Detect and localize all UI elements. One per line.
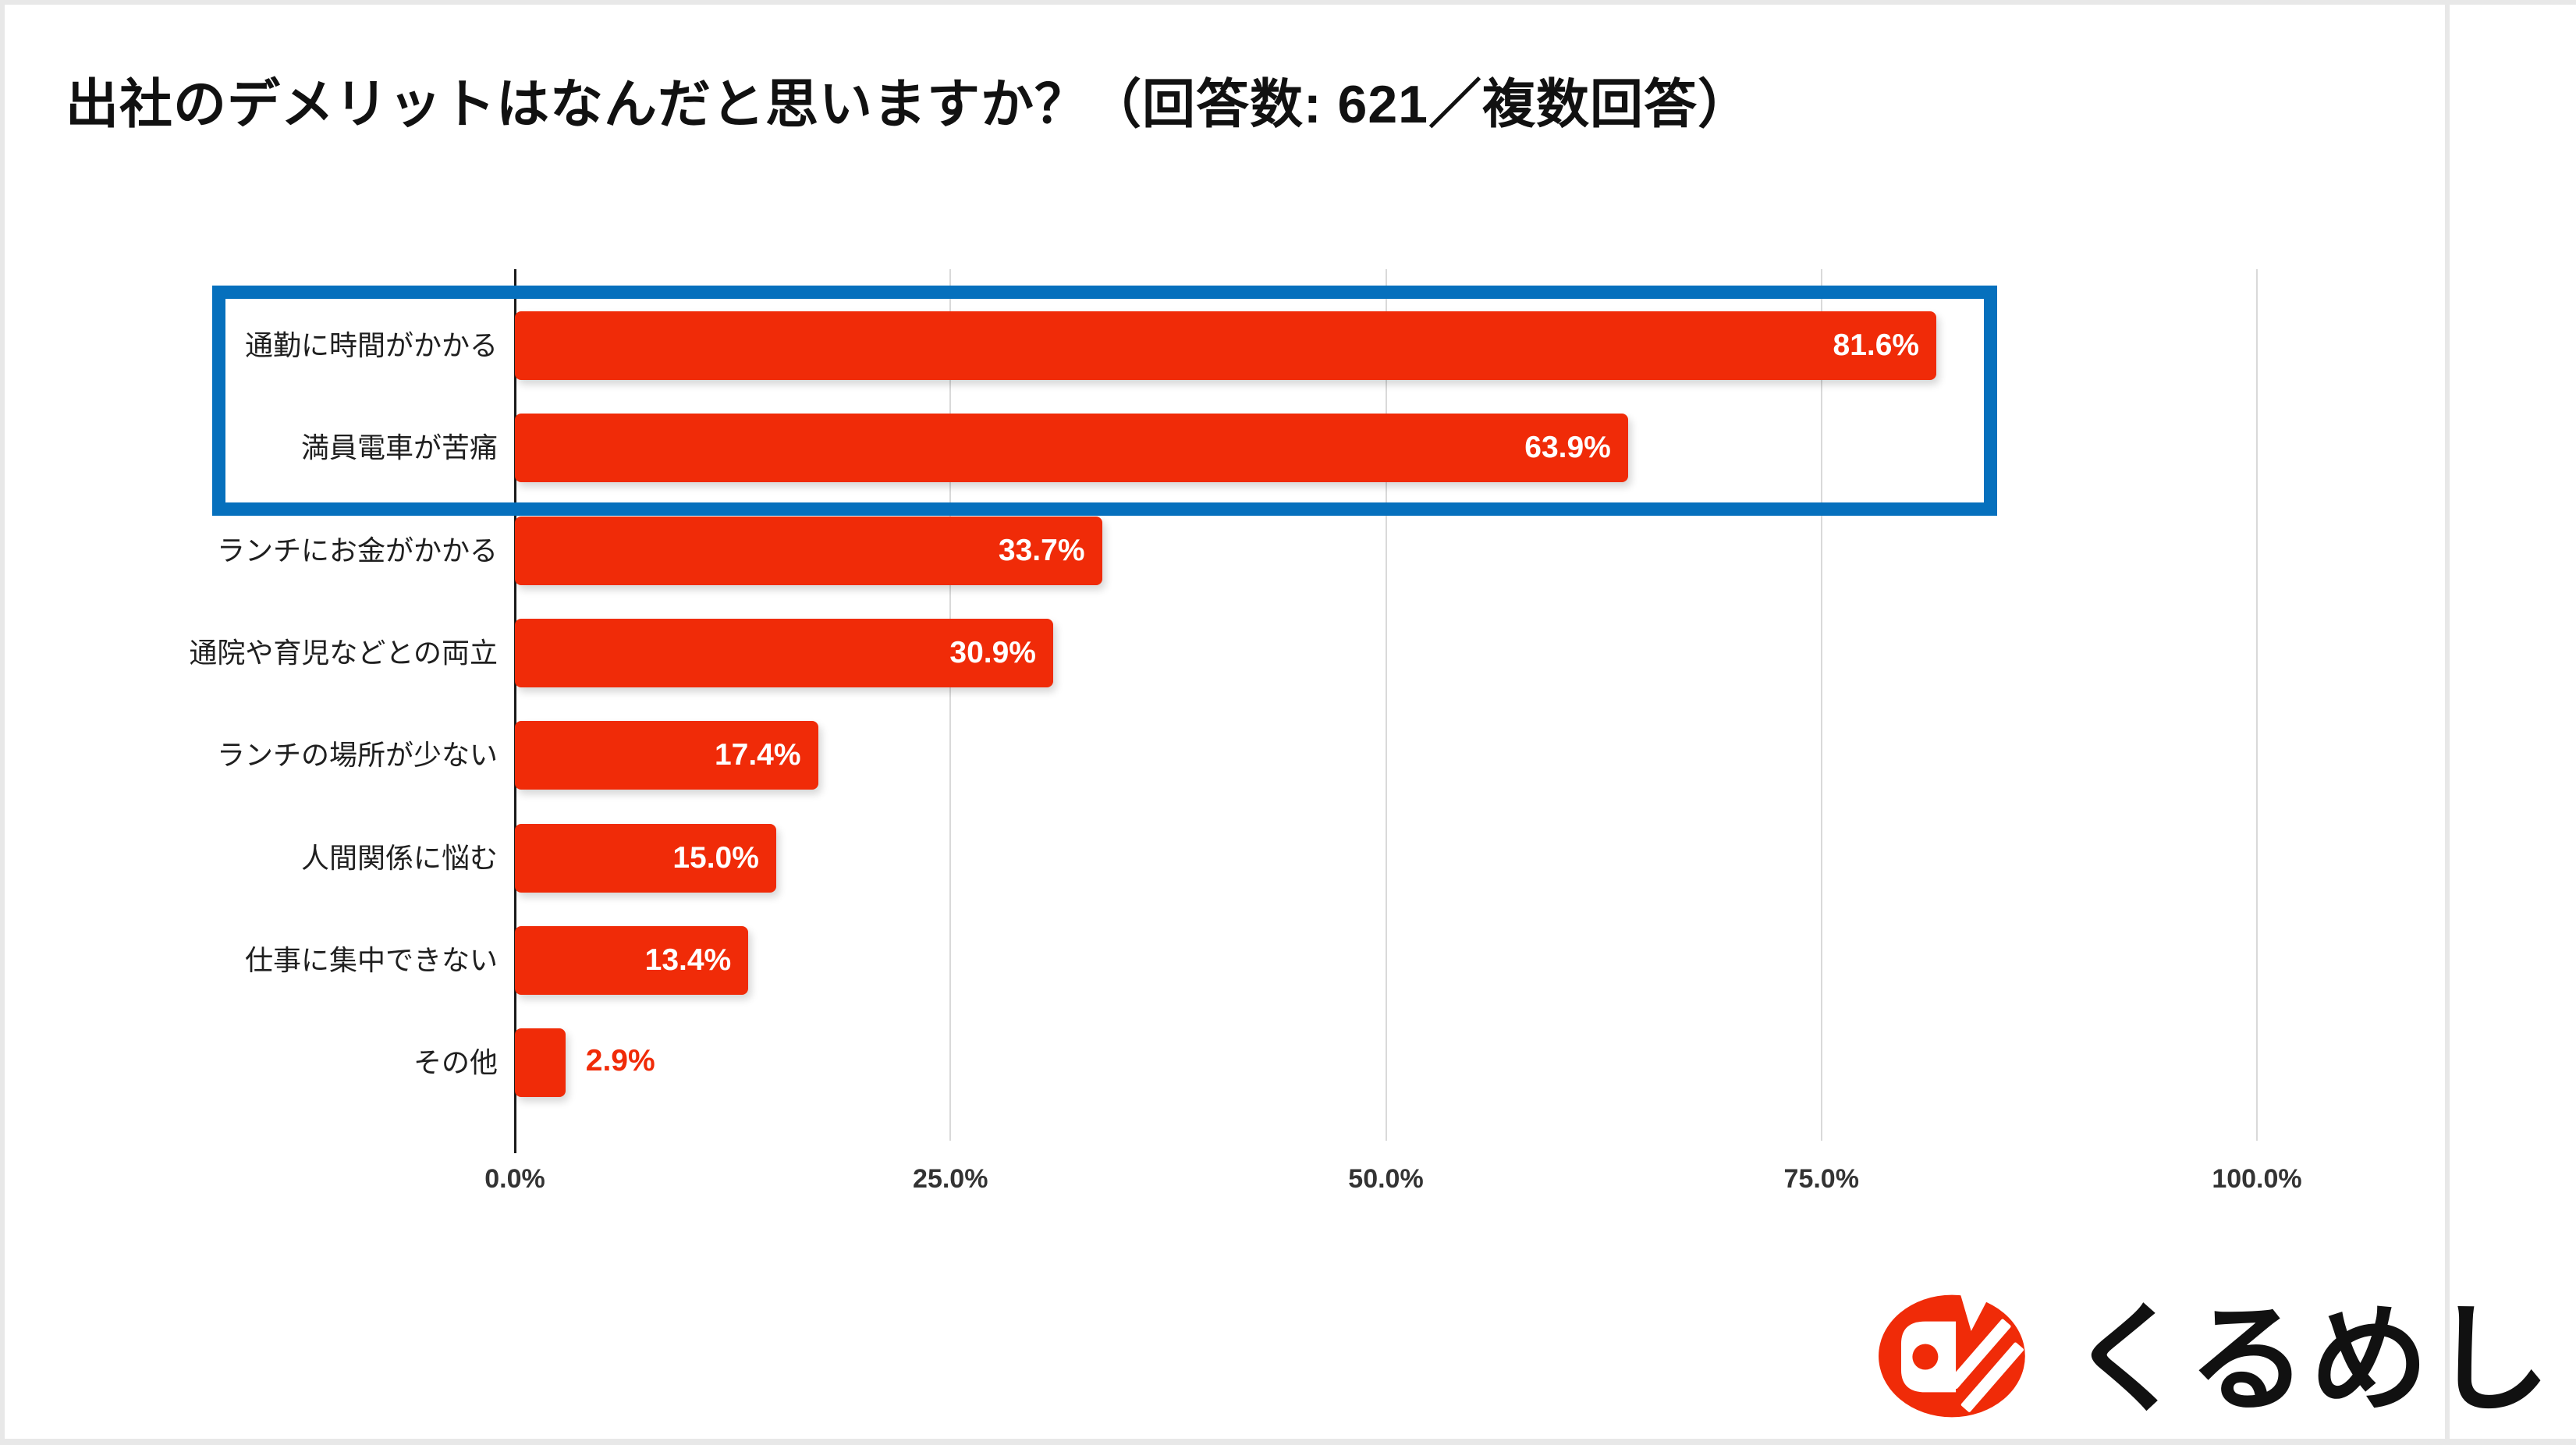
- bar: 15.0%: [515, 824, 776, 893]
- category-label: ランチの場所が少ない: [47, 737, 498, 774]
- bar: [515, 1028, 566, 1097]
- slide: 出社のデメリットはなんだと思いますか？（回答数: 621／複数回答） 0.0%2…: [0, 0, 2576, 1445]
- kurumeshi-logo-icon: [1877, 1292, 2030, 1420]
- x-tick-label: 100.0%: [2163, 1164, 2351, 1195]
- category-label: その他: [47, 1044, 498, 1081]
- category-label: 仕事に集中できない: [47, 942, 498, 979]
- bar: 30.9%: [515, 619, 1053, 687]
- x-axis-tick: [514, 1141, 516, 1153]
- bar-value-label: 17.4%: [715, 721, 801, 790]
- x-tick-label: 50.0%: [1293, 1164, 1480, 1195]
- category-label: 人間関係に悩む: [47, 840, 498, 877]
- bar-chart: 0.0%25.0%50.0%75.0%100.0%通勤に時間がかかる81.6%満…: [0, 0, 2576, 1445]
- x-tick-label: 75.0%: [1728, 1164, 1915, 1195]
- x-tick-label: 25.0%: [857, 1164, 1044, 1195]
- x-tick-label: 0.0%: [421, 1164, 609, 1195]
- bar-value-label: 15.0%: [672, 824, 759, 893]
- bar-value-label: 13.4%: [645, 926, 732, 995]
- category-label: ランチにお金がかかる: [47, 532, 498, 570]
- bar-value-label: 2.9%: [586, 1044, 655, 1078]
- bar-value-label: 33.7%: [999, 517, 1085, 585]
- category-label: 通院や育児などとの両立: [47, 634, 498, 672]
- gridline: [2256, 269, 2258, 1141]
- bar: 13.4%: [515, 926, 748, 995]
- kurumeshi-logo: くるめし: [1872, 1286, 2450, 1434]
- bar-value-label: 30.9%: [949, 619, 1036, 687]
- highlight-box: [212, 286, 1997, 516]
- bar: 17.4%: [515, 721, 818, 790]
- kurumeshi-logo-text: くるめし: [2069, 1286, 2553, 1434]
- bar: 33.7%: [515, 517, 1102, 585]
